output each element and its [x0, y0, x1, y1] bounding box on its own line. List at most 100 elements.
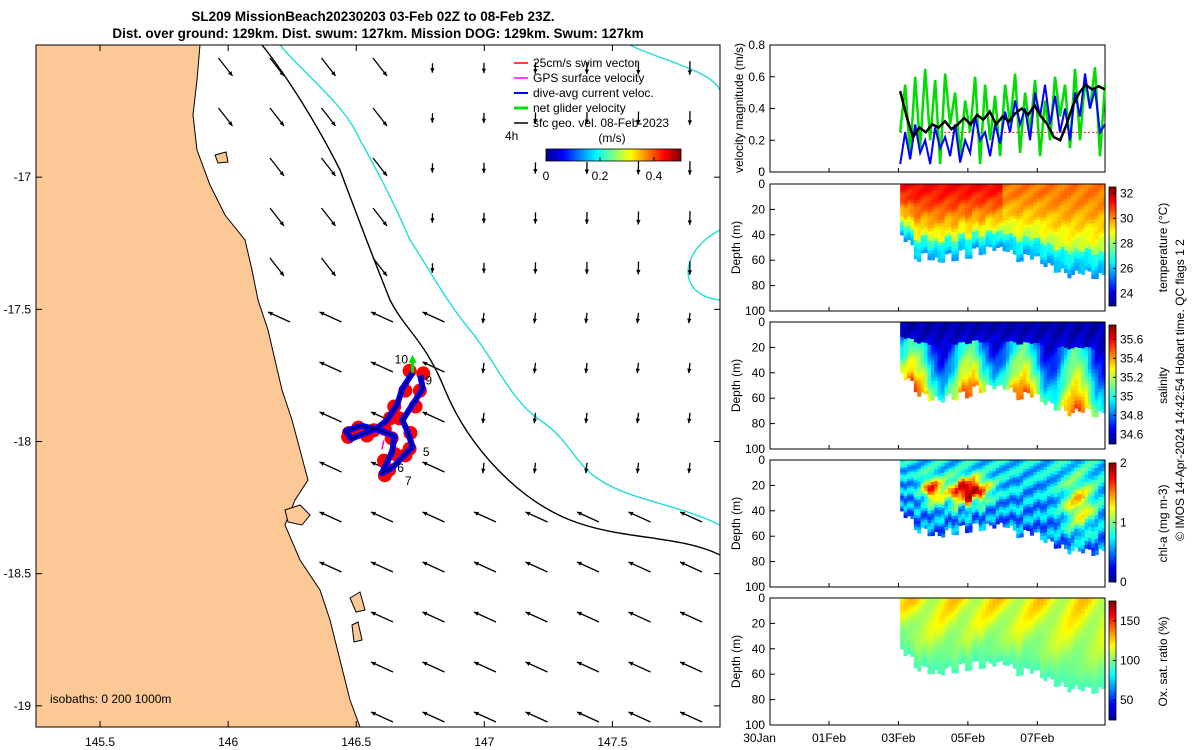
section-cell — [985, 517, 990, 522]
section-cell — [944, 506, 949, 511]
section-cell — [1057, 264, 1062, 269]
section-cell — [1064, 351, 1069, 356]
section-cell — [920, 342, 925, 346]
section-cell — [1026, 460, 1031, 464]
section-cell — [1053, 206, 1058, 211]
section-cell — [1009, 335, 1014, 339]
section-cell — [1019, 232, 1024, 236]
section-cell — [1091, 361, 1096, 366]
section-cell — [917, 371, 922, 376]
section-cell — [1094, 377, 1099, 382]
section-cell — [927, 610, 932, 615]
section-cell — [1094, 203, 1099, 209]
section-cell — [1087, 398, 1092, 403]
section-cell — [995, 515, 1000, 520]
section-cell — [1098, 489, 1103, 494]
section-cell — [1033, 210, 1038, 215]
section-cell — [982, 465, 987, 470]
section-cell — [934, 663, 939, 668]
section-cell — [934, 352, 939, 357]
section-cell — [944, 664, 949, 669]
current-vector — [533, 62, 538, 74]
section-cell — [975, 363, 980, 368]
section-cell — [958, 222, 963, 226]
section-cell — [934, 349, 939, 354]
section-cell — [1046, 489, 1051, 494]
section-cell — [961, 353, 966, 358]
section-cell — [920, 515, 925, 520]
section-cell — [1091, 258, 1096, 264]
section-cell — [1043, 490, 1048, 495]
section-cell — [920, 327, 925, 332]
section-cell — [1101, 408, 1106, 414]
section-cell — [947, 648, 952, 653]
section-cell — [1006, 195, 1011, 199]
section-cell — [927, 247, 932, 251]
section-cell — [1101, 543, 1106, 548]
section-cell — [1067, 364, 1072, 370]
section-cell — [903, 488, 908, 492]
legend-gps-velocity: GPS surface velocity — [533, 71, 644, 85]
section-cell — [1081, 400, 1086, 406]
section-cell — [1002, 242, 1007, 246]
section-cell — [913, 212, 918, 216]
section-cell — [910, 651, 915, 655]
section-cell — [903, 231, 908, 235]
section-cell — [978, 234, 983, 238]
isobath-1000m — [279, 45, 720, 526]
section-cell — [907, 630, 912, 634]
section-cell — [937, 478, 942, 483]
section-cell — [1064, 268, 1069, 274]
section-cell — [1094, 215, 1099, 220]
section-cell — [941, 388, 946, 393]
section-cell — [958, 241, 963, 246]
section-cell — [1019, 235, 1024, 240]
section-cell — [985, 496, 990, 501]
section-cell — [947, 496, 952, 501]
section-cell — [1098, 231, 1103, 237]
section-cell — [978, 515, 983, 520]
section-cell — [961, 359, 966, 363]
section-cell — [971, 335, 976, 339]
section-cell — [1067, 349, 1072, 354]
section-cell — [1101, 486, 1106, 491]
section-cell — [995, 494, 1000, 498]
section-cell — [941, 482, 946, 487]
section-cell — [927, 237, 932, 242]
section-cell — [927, 510, 932, 515]
section-cell — [947, 474, 952, 478]
section-cell — [903, 239, 908, 243]
section-cell — [985, 358, 990, 362]
section-cell — [978, 351, 983, 355]
section-cell — [934, 383, 939, 388]
section-cell — [985, 460, 990, 464]
section-cell — [924, 508, 929, 512]
section-cell — [1050, 382, 1055, 387]
section-cell — [1067, 471, 1072, 477]
section-cell — [1006, 476, 1011, 481]
section-cell — [1029, 491, 1034, 496]
section-cell — [934, 460, 939, 464]
section-cell — [1057, 198, 1062, 203]
section-cell — [1084, 478, 1089, 483]
section-cell — [1002, 468, 1007, 472]
current-vector — [533, 112, 538, 124]
current-vector — [584, 111, 590, 125]
section-cell — [995, 507, 1000, 512]
section-cell — [924, 623, 929, 628]
section-colorbar-label: temperature (°C) — [1156, 203, 1170, 293]
section-cell — [992, 493, 997, 498]
section-cell — [1040, 223, 1045, 228]
current-vector — [584, 462, 589, 474]
section-cell — [1029, 503, 1034, 508]
section-cell — [907, 184, 912, 187]
section-cell — [975, 233, 980, 237]
current-vector — [628, 561, 651, 573]
section-cell — [920, 507, 925, 511]
section-cell — [968, 230, 973, 235]
section-cell — [954, 509, 959, 514]
section-cell — [1067, 384, 1072, 390]
section-cell — [988, 522, 993, 526]
section-cell — [1050, 490, 1055, 495]
